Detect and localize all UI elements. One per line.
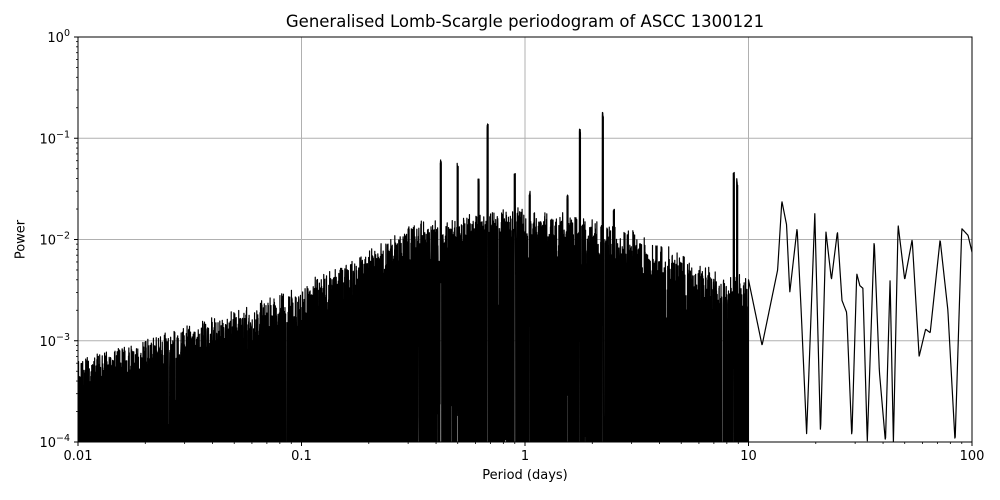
y-tick-label: 10−2 — [39, 231, 70, 249]
y-tick-label: 10−1 — [39, 129, 70, 147]
y-tick-label: 100 — [47, 28, 70, 46]
x-tick-label: 0.1 — [291, 449, 312, 464]
x-tick-label: 0.01 — [64, 449, 93, 464]
x-axis-ticks: 0.01 0.1 1 10 100 — [64, 442, 985, 464]
x-tick-label: 10 — [740, 449, 757, 464]
y-tick-label: 10−3 — [39, 332, 70, 350]
y-tick-label: 10−4 — [39, 433, 70, 451]
power-curve — [78, 111, 972, 442]
y-axis-ticks: 100 10−1 10−2 10−3 10−4 — [39, 28, 78, 451]
x-tick-label: 1 — [521, 449, 529, 464]
x-tick-label: 100 — [960, 449, 985, 464]
chart-title: Generalised Lomb-Scargle periodogram of … — [285, 12, 765, 31]
gls-power-line — [78, 111, 972, 442]
x-axis-label: Period (days) — [482, 468, 568, 483]
